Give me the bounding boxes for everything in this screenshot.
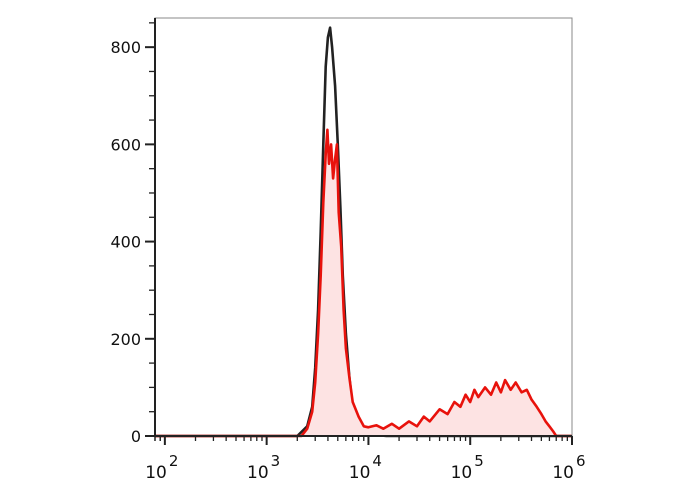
x-tick-label-base: 10 (349, 463, 371, 483)
x-tick-label-exponent: 6 (576, 452, 586, 470)
series-1-line (155, 128, 572, 438)
y-tick-label: 200 (110, 330, 141, 349)
series-layer (155, 26, 572, 438)
x-tick-label-base: 10 (247, 463, 269, 483)
y-tick-label: 600 (110, 135, 141, 154)
x-tick-label-base: 10 (552, 463, 574, 483)
plot-frame (154, 17, 573, 437)
x-tick-label-base: 10 (145, 463, 167, 483)
series-1-fill (155, 129, 572, 437)
y-tick-label: 800 (110, 38, 141, 57)
x-tick-label-exponent: 5 (474, 452, 484, 470)
y-tick-label: 0 (131, 427, 141, 446)
y-axis: 0 200 400 600 800 (110, 18, 156, 446)
x-tick-label-exponent: 3 (271, 452, 281, 470)
x-tick-label-base: 10 (451, 463, 473, 483)
y-tick-label: 400 (110, 233, 141, 252)
x-tick-label-exponent: 4 (372, 452, 382, 470)
series-0-line (155, 26, 572, 438)
x-tick-label-exponent: 2 (169, 452, 179, 470)
